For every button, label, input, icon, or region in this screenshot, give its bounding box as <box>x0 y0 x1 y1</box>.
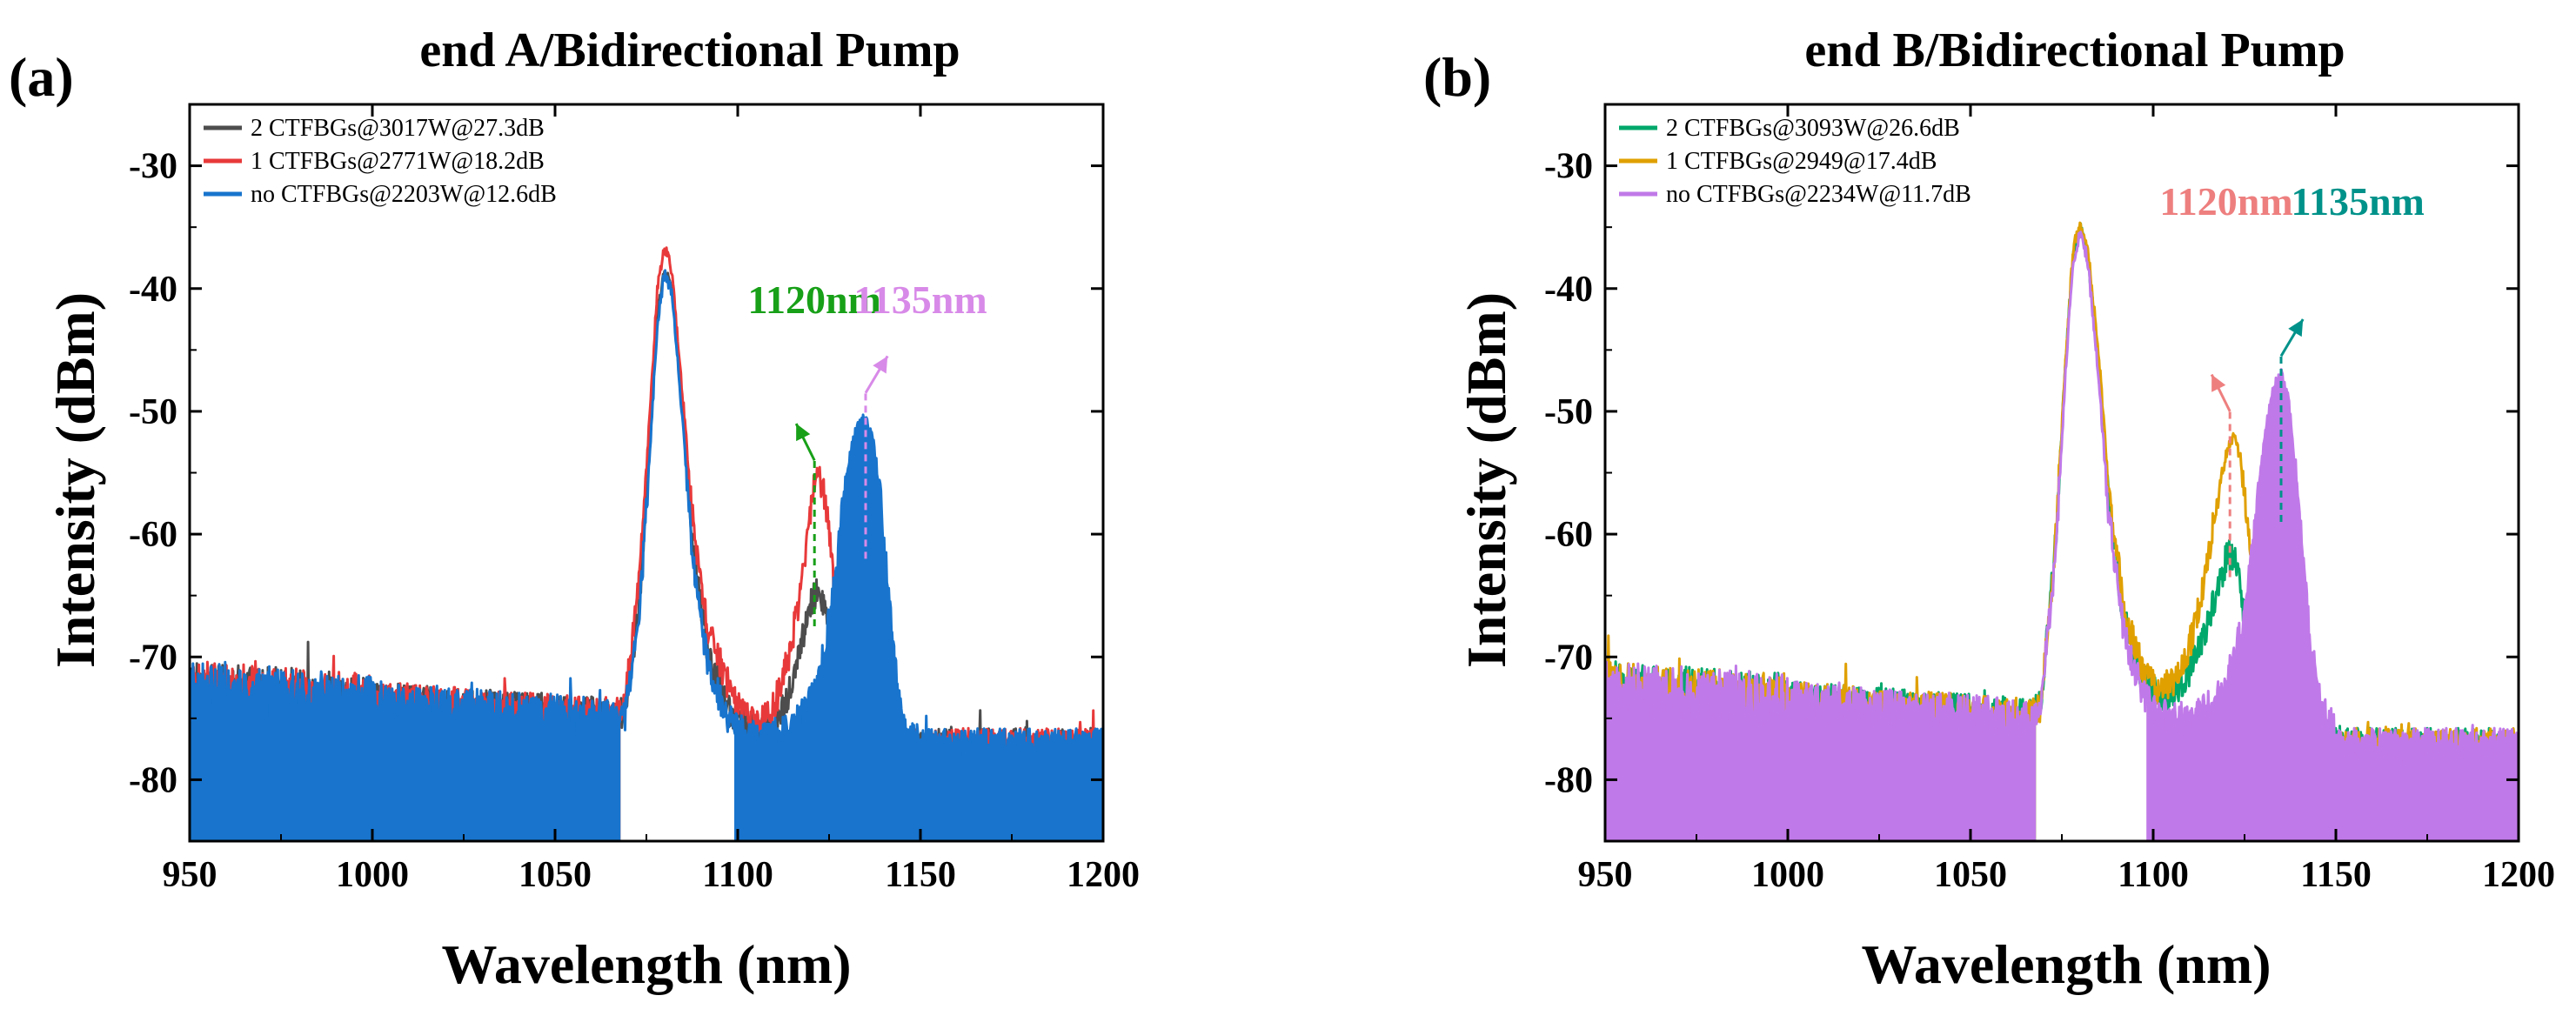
series-line-2 <box>190 269 1103 783</box>
annotation-label-0: 1120nm <box>2159 179 2292 224</box>
panel-label-b: (b) <box>1423 46 1491 108</box>
panel-label-a: (a) <box>9 46 74 108</box>
panel-b: (b) end B/Bidirectional Pump 1120nm1135n… <box>1423 23 2555 995</box>
series-line-2 <box>1605 231 2519 767</box>
y-tick-label-0: -80 <box>1544 760 1593 800</box>
plot-series <box>190 246 1103 841</box>
legend-entry-0: 2 CTFBGs@3017W@27.3dB <box>251 115 545 142</box>
annotation-label-0: 1120nm <box>748 277 881 322</box>
x-axis-label-a: Wavelength (nm) <box>441 933 851 995</box>
legend-entry-0: 2 CTFBGs@3093W@26.6dB <box>1666 115 1960 142</box>
y-axis-label-b: Intensity (dBm) <box>1455 292 1517 668</box>
x-tick-label-2: 1050 <box>1934 855 2007 895</box>
legend-entry-2: no CTFBGs@2234W@11.7dB <box>1666 181 1971 208</box>
y-tick-label-1: -70 <box>129 638 177 678</box>
x-axis-label-b: Wavelength (nm) <box>1861 933 2271 995</box>
annotation-label-1: 1135nm <box>2292 179 2425 224</box>
annotation-label-1: 1135nm <box>853 277 987 322</box>
x-tick-label-4: 1150 <box>885 855 956 895</box>
legend-entry-2: no CTFBGs@2203W@12.6dB <box>251 181 557 208</box>
series-fill-2 <box>1605 369 2519 841</box>
y-tick-label-0: -80 <box>129 760 177 800</box>
x-tick-label-3: 1100 <box>2118 855 2189 895</box>
y-tick-label-5: -30 <box>129 147 177 187</box>
x-tick-label-0: 950 <box>163 855 217 895</box>
annotation-arrowhead-0 <box>2211 374 2226 392</box>
chart-title-b: end B/Bidirectional Pump <box>1804 23 2345 77</box>
y-tick-label-3: -50 <box>129 392 177 432</box>
y-tick-label-1: -70 <box>1544 638 1593 678</box>
legend: 2 CTFBGs@3093W@26.6dB 1 CTFBGs@2949@17.4d… <box>1619 115 1971 208</box>
series-fill-2 <box>190 414 1103 841</box>
chart-title-a: end A/Bidirectional Pump <box>419 23 960 77</box>
y-tick-label-4: -40 <box>129 270 177 310</box>
annotation-arrowhead-0 <box>796 424 811 442</box>
x-tick-label-1: 1000 <box>1751 855 1824 895</box>
legend-entry-1: 1 CTFBGs@2949@17.4dB <box>1666 148 1937 175</box>
panel-a: (a) end A/Bidirectional Pump 1120nm1135n… <box>9 23 1140 995</box>
y-tick-label-2: -60 <box>1544 515 1593 555</box>
x-tick-label-1: 1000 <box>336 855 409 895</box>
plot-series <box>1605 221 2519 841</box>
x-tick-label-0: 950 <box>1578 855 1633 895</box>
x-tick-label-2: 1050 <box>519 855 592 895</box>
x-tick-label-5: 1200 <box>2482 855 2555 895</box>
y-axis-label-a: Intensity (dBm) <box>44 292 106 668</box>
legend: 2 CTFBGs@3017W@27.3dB 1 CTFBGs@2771W@18.2… <box>204 115 557 208</box>
legend-entry-1: 1 CTFBGs@2771W@18.2dB <box>251 148 545 175</box>
y-tick-label-4: -40 <box>1544 270 1593 310</box>
x-tick-label-5: 1200 <box>1067 855 1140 895</box>
x-tick-label-3: 1100 <box>702 855 773 895</box>
annotation-arrowhead-1 <box>873 356 888 374</box>
annotation-arrowhead-1 <box>2288 319 2304 337</box>
x-tick-label-4: 1150 <box>2300 855 2372 895</box>
y-tick-label-2: -60 <box>129 515 177 555</box>
y-tick-label-5: -30 <box>1544 147 1593 187</box>
y-tick-label-3: -50 <box>1544 392 1593 432</box>
